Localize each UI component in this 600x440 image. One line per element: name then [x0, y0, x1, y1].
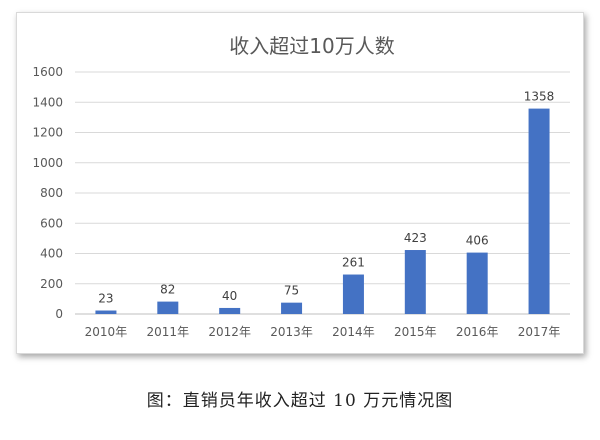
chart-frame: 收入超过10万人数 0 200 400 600 800 1000 1200 1400 1600 …: [16, 12, 584, 354]
x-tick-label: 2015年: [394, 325, 437, 339]
y-tick-label: 400: [40, 247, 63, 261]
x-tick-label: 2010年: [85, 325, 128, 339]
bar-chart: 收入超过10万人数 02004006008001000120014001600 …: [32, 34, 570, 339]
x-tick-label: 2017年: [518, 325, 561, 339]
y-tick-label: 1600: [32, 65, 63, 79]
bar: [342, 274, 364, 314]
data-label: 82: [160, 283, 175, 297]
y-tick-label: 1200: [32, 126, 63, 140]
data-label: 75: [284, 284, 299, 298]
y-tick-label: 1400: [32, 95, 63, 109]
bar: [528, 108, 550, 314]
chart-title: 收入超过10万人数: [229, 34, 394, 58]
y-axis-ticks: 0 200 400 600 800 1000 1200 1400 1600: [32, 65, 63, 321]
data-labels: 23 82 40 75 261 423 406 1358: [98, 90, 554, 306]
gridlines: [75, 71, 570, 315]
x-axis-ticks: 2010年 2011年 2012年 2013年 2014年 2015年 2016年 2017年: [85, 325, 561, 339]
y-tick-label: 800: [40, 186, 63, 200]
data-label: 23: [98, 292, 113, 306]
data-label: 261: [342, 256, 365, 270]
data-label: 40: [222, 289, 237, 303]
bar: [466, 252, 488, 314]
figure-caption: 图：直销员年收入超过 10 万元情况图: [146, 391, 454, 411]
bar: [157, 301, 179, 314]
x-tick-label: 2013年: [270, 325, 313, 339]
bar: [95, 310, 117, 314]
data-label: 406: [466, 234, 489, 248]
bars: [95, 108, 550, 314]
bar: [404, 250, 426, 314]
y-tick-label: 600: [40, 216, 63, 230]
y-tick-label: 200: [40, 277, 63, 291]
x-tick-label: 2014年: [332, 325, 375, 339]
y-tick-label: 1000: [32, 156, 63, 170]
x-tick-label: 2016年: [456, 325, 499, 339]
y-tick-label: 0: [55, 307, 63, 321]
bar: [281, 302, 303, 314]
x-tick-label: 2012年: [208, 325, 251, 339]
bar: [219, 307, 241, 314]
x-tick-label: 2011年: [147, 325, 190, 339]
data-label: 423: [404, 231, 427, 245]
data-label: 1358: [524, 90, 555, 104]
